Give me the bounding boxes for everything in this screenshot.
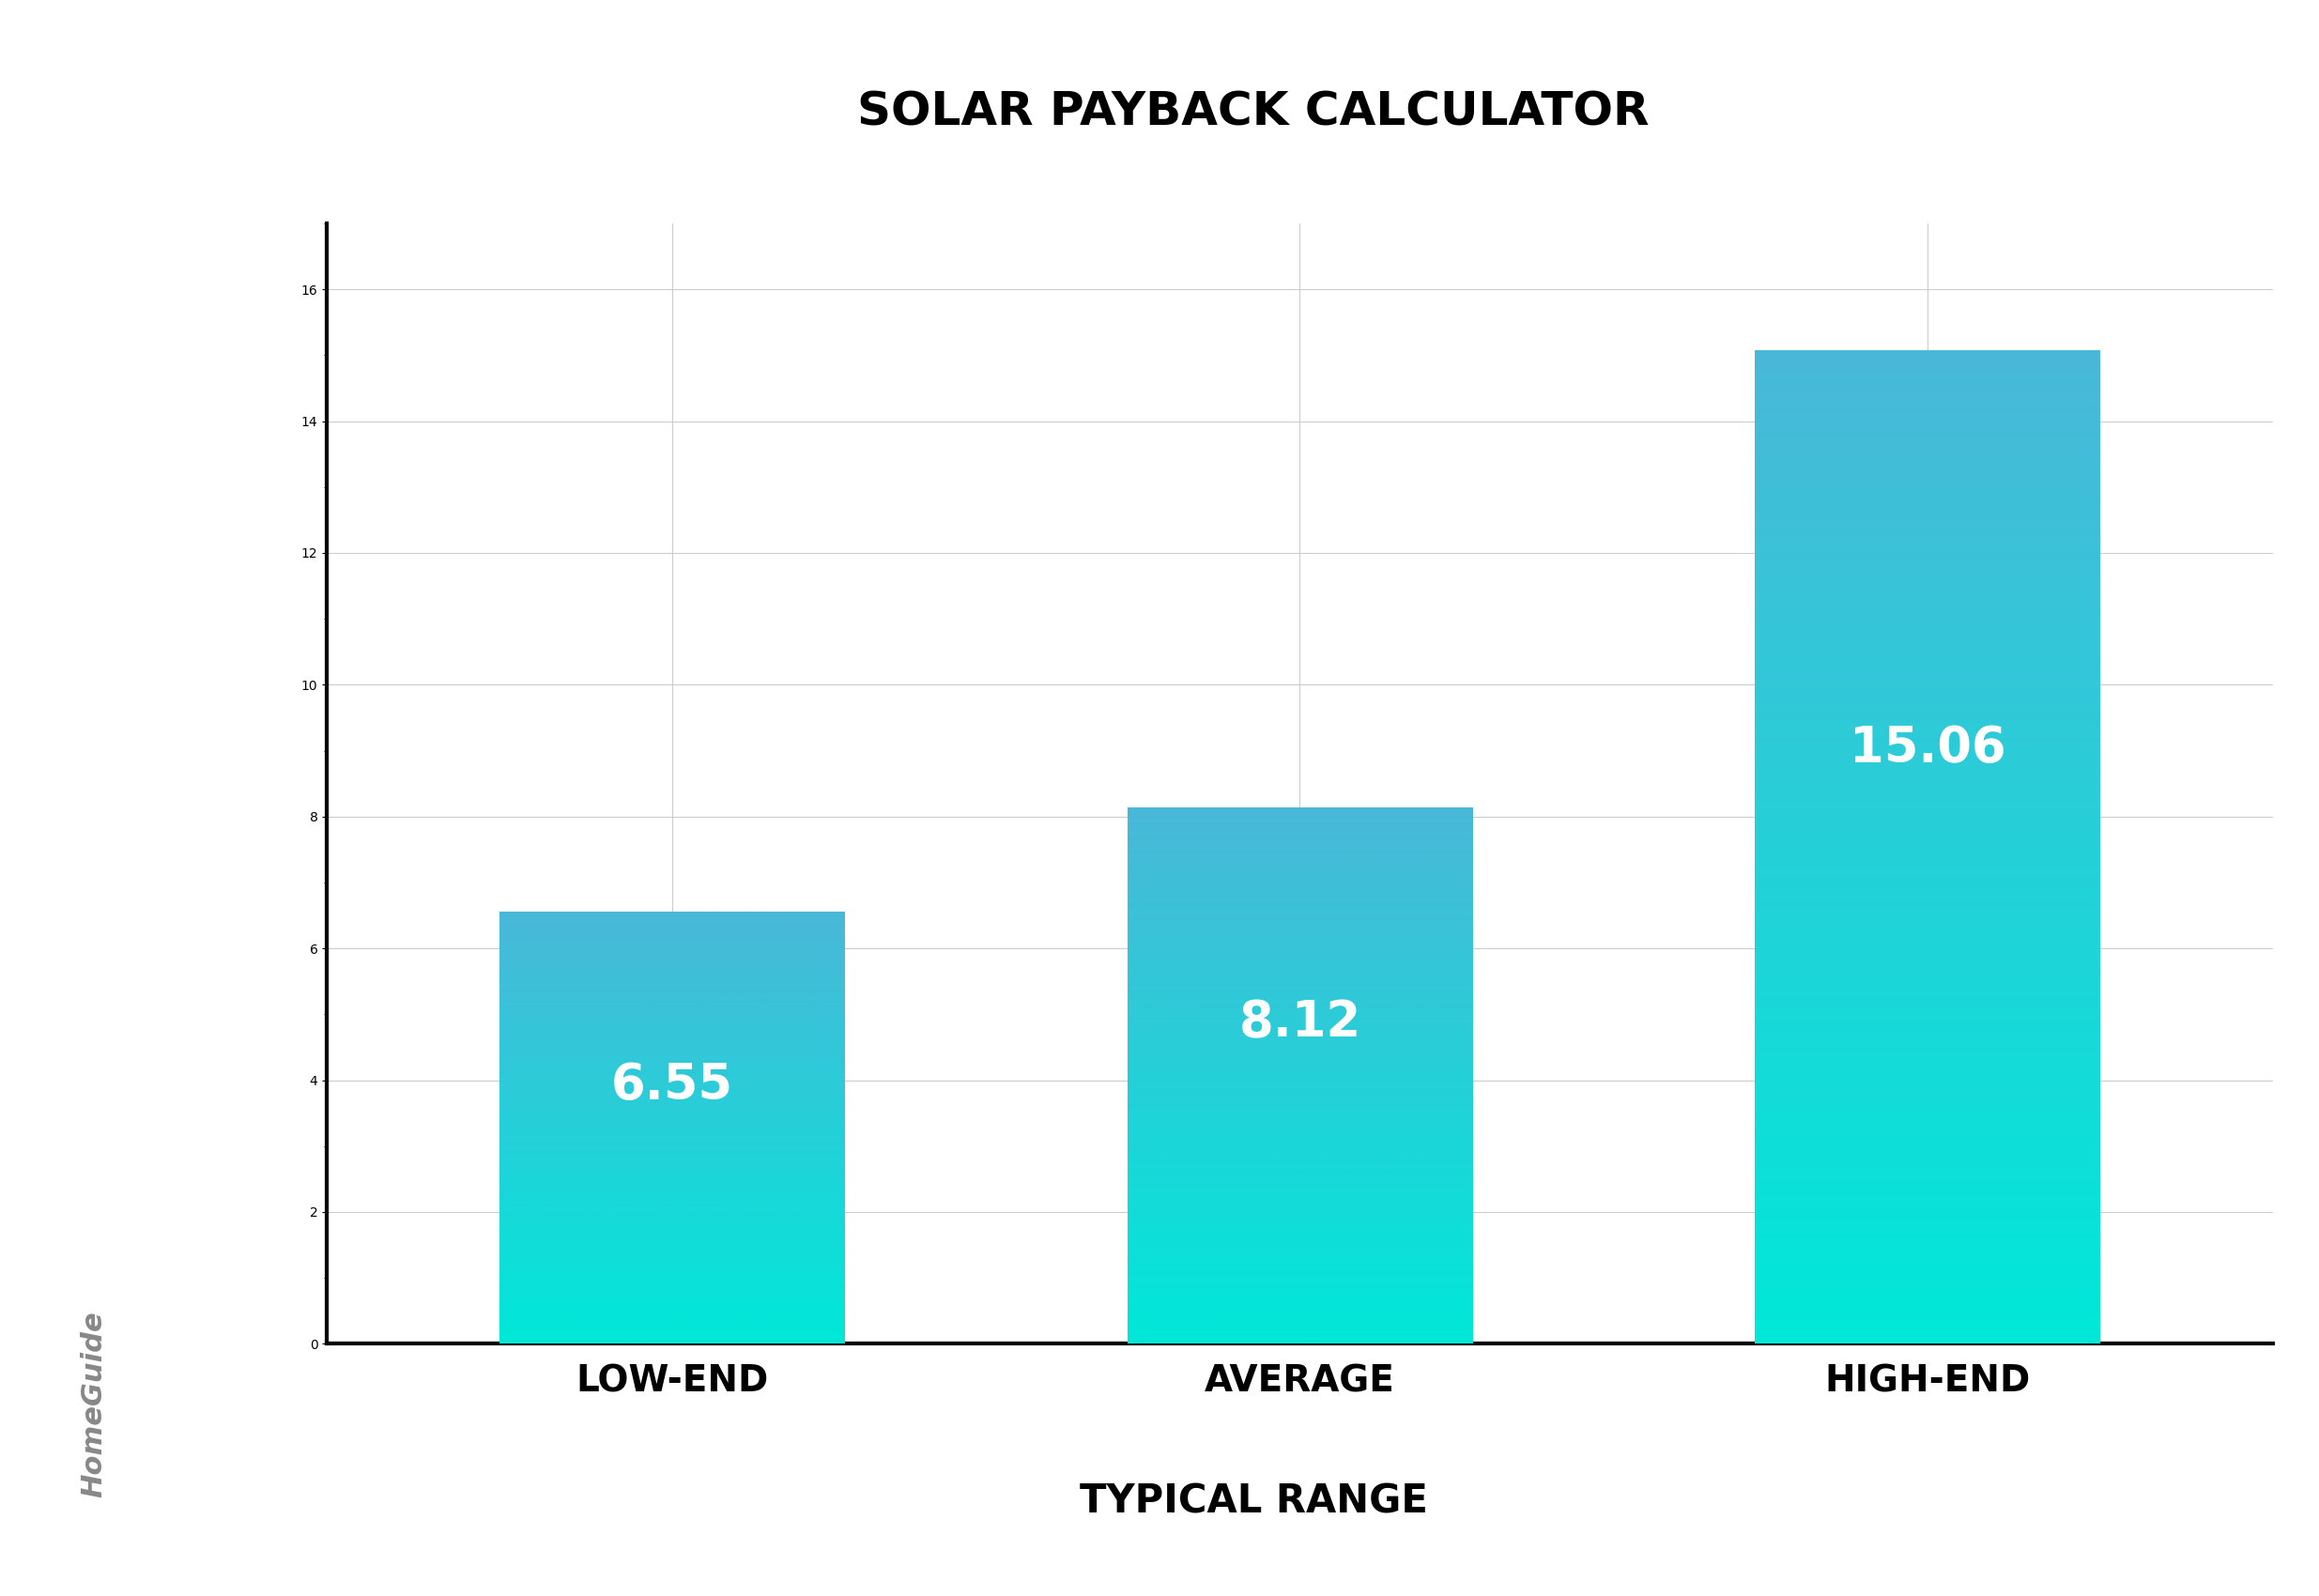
Text: SOLAR PAYBACK CALCULATOR: SOLAR PAYBACK CALCULATOR	[858, 89, 1649, 134]
Text: YEARS: YEARS	[77, 651, 111, 785]
Text: 15.06: 15.06	[1848, 725, 2006, 772]
Text: 6.55: 6.55	[612, 1060, 733, 1109]
Text: TYPICAL RANGE: TYPICAL RANGE	[1078, 1483, 1429, 1521]
Text: 8.12: 8.12	[1238, 999, 1361, 1047]
Text: HomeGuide: HomeGuide	[81, 1312, 107, 1497]
